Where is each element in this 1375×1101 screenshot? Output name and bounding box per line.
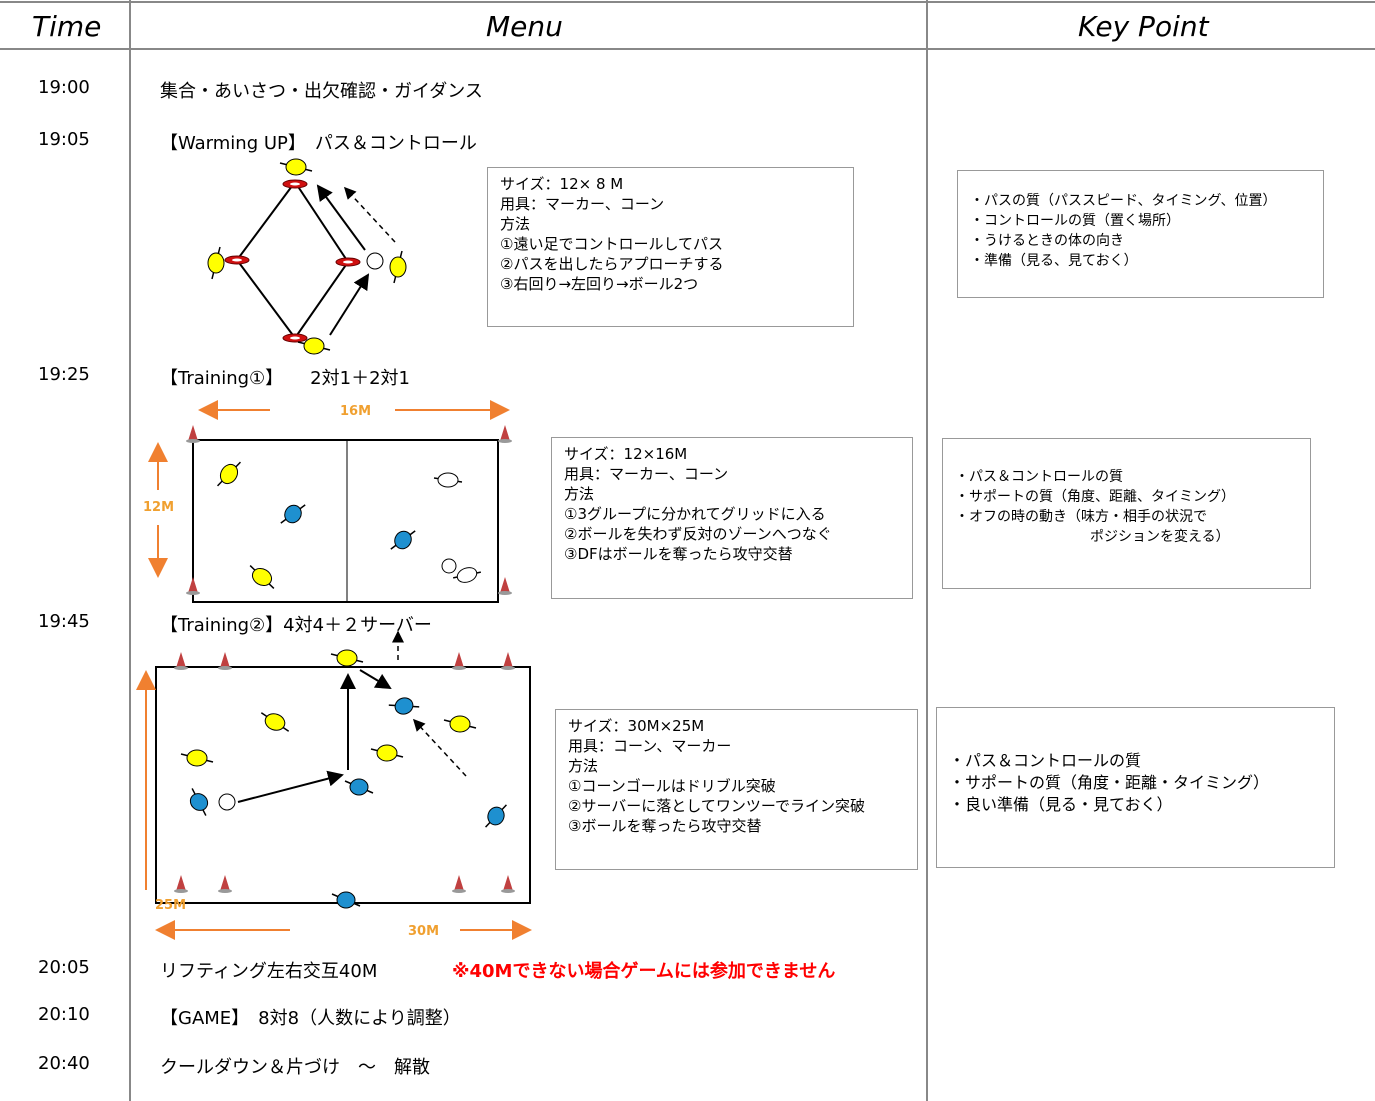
- header-menu: Menu: [486, 10, 563, 43]
- time: 19:05: [38, 129, 90, 150]
- menu: クールダウン＆片づけ ～ 解散: [160, 1057, 430, 1078]
- header-time: Time: [32, 10, 102, 43]
- warning-note: ※40Mできない場合ゲームには参加できません: [452, 961, 836, 982]
- key-point: ・良い準備（見る・見ておく）: [949, 795, 1173, 814]
- info-box: サイズ：12× 8 M 用具：マーカー、コーン 方法 ①遠い足でコントロールしてパス ②…: [487, 167, 854, 327]
- info-line: 用具：コーン、マーカー: [568, 737, 732, 755]
- key-point: ・オフの時の動き（味方・相手の状況で: [955, 509, 1207, 525]
- menu: 【GAME】 8対8（人数により調整）: [160, 1008, 461, 1029]
- menu: 【Training②】4対4＋２サーバー: [160, 615, 432, 636]
- info-line: ③DFはボールを奪ったら攻守交替: [564, 545, 793, 563]
- info-line: ①コーンゴールはドリブル突破: [568, 777, 776, 795]
- time: 19:45: [38, 611, 90, 632]
- time: 20:40: [38, 1053, 90, 1074]
- info-line: ②パスを出したらアプローチする: [500, 255, 724, 273]
- info-line: サイズ：12× 8 M: [500, 175, 624, 193]
- info-line: 方法: [564, 485, 595, 503]
- info-line: 用具：マーカー、コーン: [564, 465, 729, 483]
- info-line: ③右回り→左回り→ボール2つ: [500, 275, 699, 293]
- key-point: ・パス＆コントロールの質: [949, 751, 1142, 770]
- menu: 【Training①】 2対1＋2対1: [160, 368, 410, 389]
- menu: 集合・あいさつ・出欠確認・ガイダンス: [160, 81, 483, 102]
- key-point: ・コントロールの質（置く場所）: [970, 213, 1180, 229]
- key-point: ・パスの質（パススピード、タイミング、位置）: [970, 193, 1277, 209]
- time: 19:00: [38, 77, 90, 98]
- key-point-box: ・パスの質（パススピード、タイミング、位置） ・コントロールの質（置く場所） ・うけ…: [957, 170, 1324, 298]
- time: 19:25: [38, 364, 90, 385]
- dimension-label: 12M: [143, 500, 175, 515]
- key-point: ・パス＆コントロールの質: [955, 469, 1123, 485]
- info-line: ②ボールを失わず反対のゾーンへつなぐ: [564, 525, 832, 543]
- time: 20:05: [38, 957, 90, 978]
- key-point: ・サポートの質（角度、距離、タイミング）: [955, 489, 1235, 505]
- warmup-diagram: [207, 158, 407, 355]
- header-key-point: Key Point: [1078, 10, 1209, 43]
- info-line: 方法: [568, 757, 599, 775]
- info-line: ①3グループに分かれてグリッドに入る: [564, 505, 826, 523]
- info-line: 方法: [500, 215, 531, 233]
- key-point: ・準備（見る、見ておく）: [970, 253, 1138, 269]
- info-line: ③ボールを奪ったら攻守交替: [568, 817, 762, 835]
- dimension-label: 25M: [155, 898, 187, 913]
- training1-diagram: [148, 400, 512, 603]
- menu: リフティング左右交互40M: [160, 961, 378, 982]
- info-line: サイズ：12×16M: [564, 445, 688, 463]
- info-line: 用具：マーカー、コーン: [500, 195, 665, 213]
- time: 20:10: [38, 1004, 90, 1025]
- info-line: サイズ：30M×25M: [568, 717, 705, 735]
- info-box: サイズ：12×16M 用具：マーカー、コーン 方法 ①3グループに分かれてグリッドに入…: [551, 437, 913, 599]
- key-point-box: ・パス＆コントロールの質・サポートの質（角度・距離・タイミング） ・良い準備（見る…: [936, 707, 1335, 868]
- key-point: ・うけるときの体の向き: [970, 233, 1124, 249]
- dimension-label: 16M: [340, 404, 372, 419]
- key-point: ポジションを変える）: [1090, 529, 1230, 545]
- info-box: サイズ：30M×25M 用具：コーン、マーカー 方法 ①コーンゴールはドリブル突破 ②サ…: [555, 709, 918, 870]
- key-point: ・サポートの質（角度・距離・タイミング）: [949, 773, 1270, 792]
- info-line: ①遠い足でコントロールしてパス: [500, 235, 723, 253]
- menu: 【Warming UP】 パス＆コントロール: [160, 133, 477, 154]
- info-line: ②サーバーに落としてワンツーでライン突破: [568, 797, 865, 815]
- dimension-label: 30M: [408, 924, 440, 939]
- training2-diagram: [136, 630, 532, 940]
- key-point-box: ・パス＆コントロールの質・サポートの質（角度、距離、タイミング） ・オフの時の動き…: [942, 438, 1311, 589]
